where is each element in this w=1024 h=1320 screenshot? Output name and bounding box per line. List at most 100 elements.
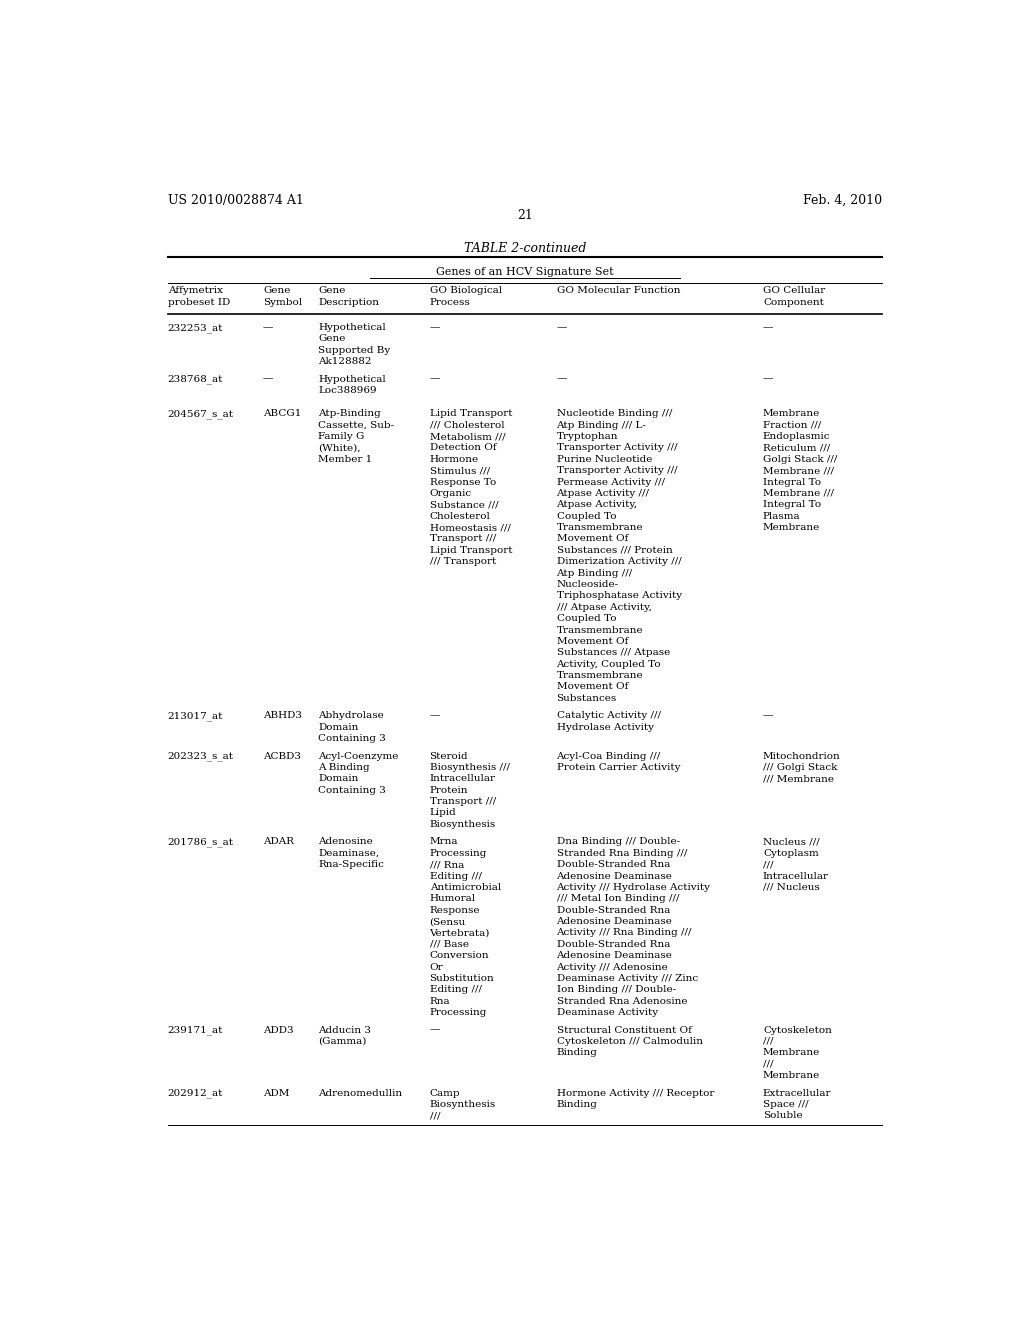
Text: ///: /// bbox=[763, 1060, 773, 1069]
Text: Substance ///: Substance /// bbox=[430, 500, 499, 510]
Text: —: — bbox=[430, 711, 440, 721]
Text: —: — bbox=[430, 375, 440, 384]
Text: Dna Binding /// Double-: Dna Binding /// Double- bbox=[557, 837, 680, 846]
Text: Deaminase Activity /// Zinc: Deaminase Activity /// Zinc bbox=[557, 974, 697, 983]
Text: Homeostasis ///: Homeostasis /// bbox=[430, 523, 510, 532]
Text: Organic: Organic bbox=[430, 488, 472, 498]
Text: Processing: Processing bbox=[430, 849, 487, 858]
Text: (Sensu: (Sensu bbox=[430, 917, 466, 927]
Text: Symbol: Symbol bbox=[263, 298, 302, 306]
Text: Substances /// Atpase: Substances /// Atpase bbox=[557, 648, 670, 657]
Text: Editing ///: Editing /// bbox=[430, 985, 481, 994]
Text: Steroid: Steroid bbox=[430, 751, 468, 760]
Text: 204567_s_at: 204567_s_at bbox=[168, 409, 233, 418]
Text: Activity, Coupled To: Activity, Coupled To bbox=[557, 660, 662, 669]
Text: Intracellular: Intracellular bbox=[763, 871, 828, 880]
Text: Membrane ///: Membrane /// bbox=[763, 488, 834, 498]
Text: Hypothetical: Hypothetical bbox=[318, 323, 386, 333]
Text: GO Cellular: GO Cellular bbox=[763, 286, 825, 296]
Text: Biosynthesis: Biosynthesis bbox=[430, 820, 496, 829]
Text: ABHD3: ABHD3 bbox=[263, 711, 302, 721]
Text: —: — bbox=[557, 323, 567, 333]
Text: probeset ID: probeset ID bbox=[168, 298, 230, 306]
Text: Hormone Activity /// Receptor: Hormone Activity /// Receptor bbox=[557, 1089, 714, 1098]
Text: Stranded Rna Adenosine: Stranded Rna Adenosine bbox=[557, 997, 687, 1006]
Text: (Gamma): (Gamma) bbox=[318, 1038, 367, 1045]
Text: Transmembrane: Transmembrane bbox=[557, 671, 643, 680]
Text: Membrane: Membrane bbox=[763, 1048, 820, 1057]
Text: Substitution: Substitution bbox=[430, 974, 495, 983]
Text: —: — bbox=[263, 375, 273, 384]
Text: Feb. 4, 2010: Feb. 4, 2010 bbox=[803, 194, 882, 207]
Text: Hormone: Hormone bbox=[430, 455, 478, 463]
Text: Response To: Response To bbox=[430, 478, 496, 487]
Text: Mrna: Mrna bbox=[430, 837, 458, 846]
Text: Adenosine: Adenosine bbox=[318, 837, 373, 846]
Text: Process: Process bbox=[430, 298, 470, 306]
Text: 238768_at: 238768_at bbox=[168, 375, 223, 384]
Text: ADD3: ADD3 bbox=[263, 1026, 294, 1035]
Text: Lipid: Lipid bbox=[430, 808, 457, 817]
Text: Mitochondrion: Mitochondrion bbox=[763, 751, 841, 760]
Text: 202323_s_at: 202323_s_at bbox=[168, 751, 233, 762]
Text: 232253_at: 232253_at bbox=[168, 323, 223, 333]
Text: Adrenomedullin: Adrenomedullin bbox=[318, 1089, 402, 1098]
Text: Deaminase Activity: Deaminase Activity bbox=[557, 1008, 657, 1018]
Text: Acyl-Coenzyme: Acyl-Coenzyme bbox=[318, 751, 398, 760]
Text: /// Transport: /// Transport bbox=[430, 557, 496, 566]
Text: 213017_at: 213017_at bbox=[168, 711, 223, 721]
Text: Membrane: Membrane bbox=[763, 523, 820, 532]
Text: Triphosphatase Activity: Triphosphatase Activity bbox=[557, 591, 682, 601]
Text: Loc388969: Loc388969 bbox=[318, 385, 377, 395]
Text: Atp-Binding: Atp-Binding bbox=[318, 409, 381, 418]
Text: GO Molecular Function: GO Molecular Function bbox=[557, 286, 680, 296]
Text: Cytoplasm: Cytoplasm bbox=[763, 849, 818, 858]
Text: Gene: Gene bbox=[263, 286, 290, 296]
Text: Containing 3: Containing 3 bbox=[318, 785, 386, 795]
Text: ADM: ADM bbox=[263, 1089, 290, 1098]
Text: 202912_at: 202912_at bbox=[168, 1089, 223, 1098]
Text: /// Cholesterol: /// Cholesterol bbox=[430, 421, 504, 429]
Text: Supported By: Supported By bbox=[318, 346, 391, 355]
Text: Membrane ///: Membrane /// bbox=[763, 466, 834, 475]
Text: Activity /// Rna Binding ///: Activity /// Rna Binding /// bbox=[557, 928, 692, 937]
Text: Biosynthesis ///: Biosynthesis /// bbox=[430, 763, 510, 772]
Text: 201786_s_at: 201786_s_at bbox=[168, 837, 233, 847]
Text: —: — bbox=[430, 323, 440, 333]
Text: /// Membrane: /// Membrane bbox=[763, 775, 834, 783]
Text: Protein: Protein bbox=[430, 785, 468, 795]
Text: —: — bbox=[557, 375, 567, 384]
Text: Substances /// Protein: Substances /// Protein bbox=[557, 546, 673, 554]
Text: Cassette, Sub-: Cassette, Sub- bbox=[318, 421, 394, 429]
Text: Containing 3: Containing 3 bbox=[318, 734, 386, 743]
Text: Adenosine Deaminase: Adenosine Deaminase bbox=[557, 952, 673, 960]
Text: ADAR: ADAR bbox=[263, 837, 294, 846]
Text: Structural Constituent Of: Structural Constituent Of bbox=[557, 1026, 691, 1035]
Text: Nucleotide Binding ///: Nucleotide Binding /// bbox=[557, 409, 672, 418]
Text: A Binding: A Binding bbox=[318, 763, 370, 772]
Text: Fraction ///: Fraction /// bbox=[763, 421, 821, 429]
Text: Coupled To: Coupled To bbox=[557, 614, 616, 623]
Text: Transporter Activity ///: Transporter Activity /// bbox=[557, 444, 677, 453]
Text: Permease Activity ///: Permease Activity /// bbox=[557, 478, 665, 487]
Text: Purine Nucleotide: Purine Nucleotide bbox=[557, 455, 652, 463]
Text: Binding: Binding bbox=[557, 1048, 597, 1057]
Text: Domain: Domain bbox=[318, 723, 358, 731]
Text: /// Atpase Activity,: /// Atpase Activity, bbox=[557, 603, 651, 611]
Text: GO Biological: GO Biological bbox=[430, 286, 502, 296]
Text: Endoplasmic: Endoplasmic bbox=[763, 432, 830, 441]
Text: Rna-Specific: Rna-Specific bbox=[318, 861, 384, 869]
Text: Atpase Activity,: Atpase Activity, bbox=[557, 500, 638, 510]
Text: Gene: Gene bbox=[318, 334, 346, 343]
Text: Membrane: Membrane bbox=[763, 1071, 820, 1080]
Text: Hypothetical: Hypothetical bbox=[318, 375, 386, 384]
Text: Membrane: Membrane bbox=[763, 409, 820, 418]
Text: Humoral: Humoral bbox=[430, 894, 476, 903]
Text: /// Golgi Stack: /// Golgi Stack bbox=[763, 763, 838, 772]
Text: Detection Of: Detection Of bbox=[430, 444, 497, 453]
Text: Double-Stranded Rna: Double-Stranded Rna bbox=[557, 861, 670, 869]
Text: ///: /// bbox=[430, 1111, 440, 1121]
Text: Protein Carrier Activity: Protein Carrier Activity bbox=[557, 763, 680, 772]
Text: ACBD3: ACBD3 bbox=[263, 751, 301, 760]
Text: Transmembrane: Transmembrane bbox=[557, 626, 643, 635]
